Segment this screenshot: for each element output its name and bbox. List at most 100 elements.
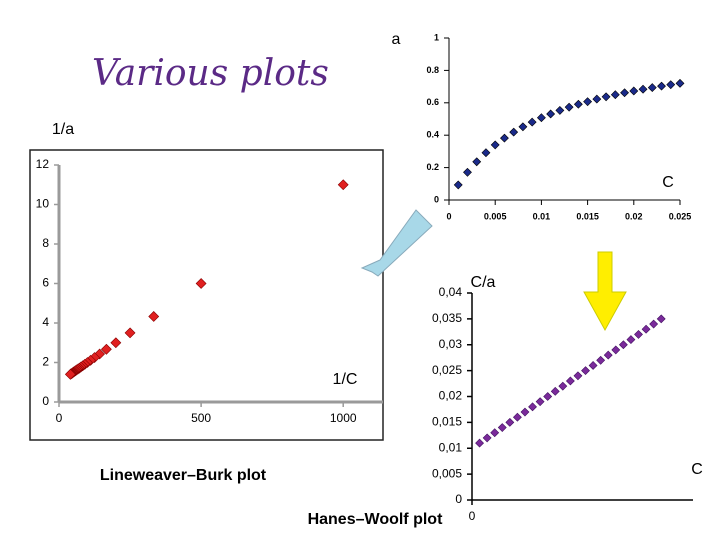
point: [647, 83, 657, 92]
x-tick-label: 0: [56, 411, 63, 425]
point: [543, 392, 553, 401]
point: [148, 311, 160, 322]
point: [482, 433, 492, 443]
y-tick-label: 0,015: [432, 415, 462, 429]
point: [626, 335, 636, 344]
y-axis-label: C/a: [471, 274, 496, 291]
point: [481, 148, 491, 158]
y-tick-label: 0: [42, 394, 49, 408]
point: [618, 340, 628, 350]
point: [490, 428, 500, 438]
point: [641, 324, 651, 334]
point: [505, 417, 515, 427]
x-tick-label: 500: [191, 411, 211, 425]
point: [555, 105, 565, 115]
point: [565, 376, 575, 386]
chart-title: Hanes–Woolf plot: [308, 511, 443, 528]
point: [100, 343, 112, 355]
point: [546, 109, 556, 119]
y-tick-label: 0.2: [426, 162, 439, 172]
point: [638, 84, 648, 94]
point: [573, 99, 583, 109]
chart-title: Lineweaver–Burk plot: [100, 467, 267, 484]
point: [490, 140, 500, 150]
point: [475, 438, 484, 448]
point: [666, 80, 676, 90]
point: [195, 278, 207, 289]
point: [509, 127, 519, 137]
x-tick-label: 0: [446, 211, 451, 221]
point: [536, 113, 546, 123]
y-tick-label: 0: [455, 492, 462, 506]
x-tick-label: 0: [469, 509, 476, 523]
y-tick-label: 10: [36, 197, 50, 211]
point: [500, 133, 509, 143]
y-tick-label: 0.6: [426, 97, 439, 107]
arrow: [360, 209, 433, 277]
point: [649, 319, 659, 329]
point: [596, 355, 606, 365]
y-tick-label: 2: [42, 355, 49, 369]
point: [583, 97, 593, 107]
x-tick-label: 0.015: [576, 211, 599, 221]
point: [611, 345, 621, 355]
point: [634, 329, 643, 339]
point: [657, 81, 666, 91]
y-tick-label: 0,04: [439, 285, 463, 299]
y-tick-label: 0.8: [426, 65, 439, 75]
y-axis-label: a: [392, 31, 401, 48]
slide-title: Various plots: [92, 53, 329, 94]
point: [629, 86, 639, 96]
x-tick-label: 0.025: [669, 211, 692, 221]
point: [463, 167, 472, 177]
point: [518, 122, 528, 132]
point: [64, 368, 76, 380]
point: [124, 327, 136, 339]
point: [527, 117, 537, 127]
y-tick-label: 0,035: [432, 311, 462, 325]
y-axis-label: 1/a: [52, 121, 74, 138]
y-tick-label: 1: [434, 32, 439, 42]
point: [656, 314, 666, 324]
point: [497, 423, 507, 432]
x-tick-label: 0.01: [533, 211, 551, 221]
point: [520, 407, 530, 417]
point: [675, 78, 685, 88]
y-tick-label: 0,01: [439, 440, 463, 454]
y-tick-label: 0,005: [432, 466, 462, 480]
y-tick-label: 12: [36, 157, 50, 171]
y-tick-label: 0,03: [439, 337, 463, 351]
point: [610, 90, 620, 100]
point: [528, 402, 537, 412]
point: [592, 94, 602, 104]
y-tick-label: 4: [42, 315, 49, 329]
y-tick-label: 0,02: [439, 389, 463, 403]
x-tick-label: 0.02: [625, 211, 643, 221]
point: [601, 92, 611, 102]
point: [564, 102, 574, 112]
point: [535, 397, 545, 407]
y-tick-label: 0,025: [432, 363, 462, 377]
plot-frame: [29, 149, 384, 441]
point: [581, 366, 590, 376]
x-axis-label: C: [691, 461, 703, 478]
arrow: [583, 251, 627, 332]
x-axis-label: C: [662, 174, 674, 191]
point: [603, 350, 613, 360]
point: [550, 386, 560, 396]
x-axis-label: 1/C: [333, 371, 358, 388]
point: [472, 157, 482, 167]
x-tick-label: 0.005: [484, 211, 507, 221]
point: [573, 371, 583, 381]
point: [620, 88, 629, 98]
y-tick-label: 0: [434, 194, 439, 204]
y-tick-label: 0.4: [426, 130, 439, 140]
point: [558, 381, 568, 391]
x-tick-label: 1000: [330, 411, 357, 425]
y-tick-label: 8: [42, 236, 49, 250]
point: [453, 180, 463, 190]
point: [337, 179, 349, 191]
point: [512, 412, 522, 422]
point: [588, 361, 598, 370]
